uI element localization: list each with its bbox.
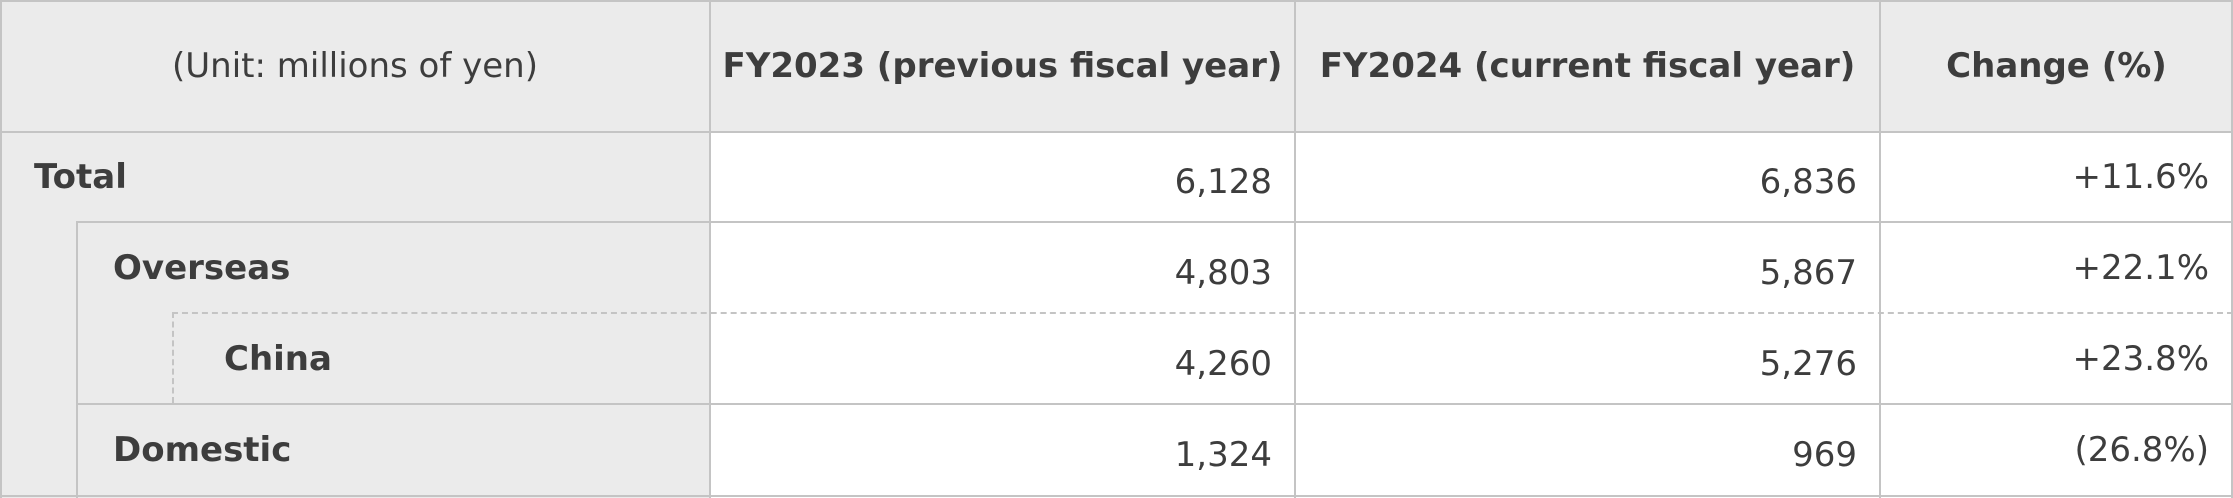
row-divider-overseas-dashed: [172, 312, 2233, 314]
indent-guide-level2-dashed: [172, 312, 174, 403]
column-divider-2: [1294, 0, 1296, 498]
unit-label: (Unit: millions of yen): [172, 46, 538, 86]
cell-domestic-fy2023: 1,324: [1174, 435, 1272, 475]
cell-china-fy2024: 5,276: [1759, 344, 1857, 384]
cell-overseas-fy2023: 4,803: [1174, 253, 1272, 293]
row-label-china: China: [224, 339, 332, 379]
table-border-right: [2231, 0, 2233, 498]
column-divider-3: [1879, 0, 1881, 498]
cell-domestic-fy2024: 969: [1792, 435, 1857, 475]
table-border-bottom: [0, 495, 2233, 497]
cell-overseas-change: +22.1%: [2072, 248, 2210, 288]
cell-domestic-change: (26.8%): [2074, 430, 2209, 470]
cell-china-change: +23.8%: [2072, 339, 2210, 379]
row-divider-china: [76, 403, 2233, 405]
column-divider-1: [709, 0, 711, 498]
column-header-change: Change (%): [1946, 46, 2167, 86]
table-border-top: [0, 0, 2233, 2]
row-label-total: Total: [34, 157, 127, 197]
cell-overseas-fy2024: 5,867: [1759, 253, 1857, 293]
table-border-left: [0, 0, 2, 498]
cell-total-fy2024: 6,836: [1759, 162, 1857, 202]
data-area-background: [710, 132, 2233, 498]
column-header-fy2023: FY2023 (previous fiscal year): [722, 46, 1283, 86]
row-label-domestic: Domestic: [113, 430, 292, 470]
cell-china-fy2023: 4,260: [1174, 344, 1272, 384]
column-header-fy2024: FY2024 (current fiscal year): [1319, 46, 1856, 86]
header-divider: [0, 131, 2233, 133]
cell-total-change: +11.6%: [2072, 157, 2210, 197]
header-row-background: [0, 0, 2233, 132]
row-divider-total: [76, 221, 2233, 223]
label-column-background: [0, 132, 710, 498]
cell-total-fy2023: 6,128: [1174, 162, 1272, 202]
indent-guide-level1: [76, 221, 78, 498]
row-label-overseas: Overseas: [113, 248, 291, 288]
